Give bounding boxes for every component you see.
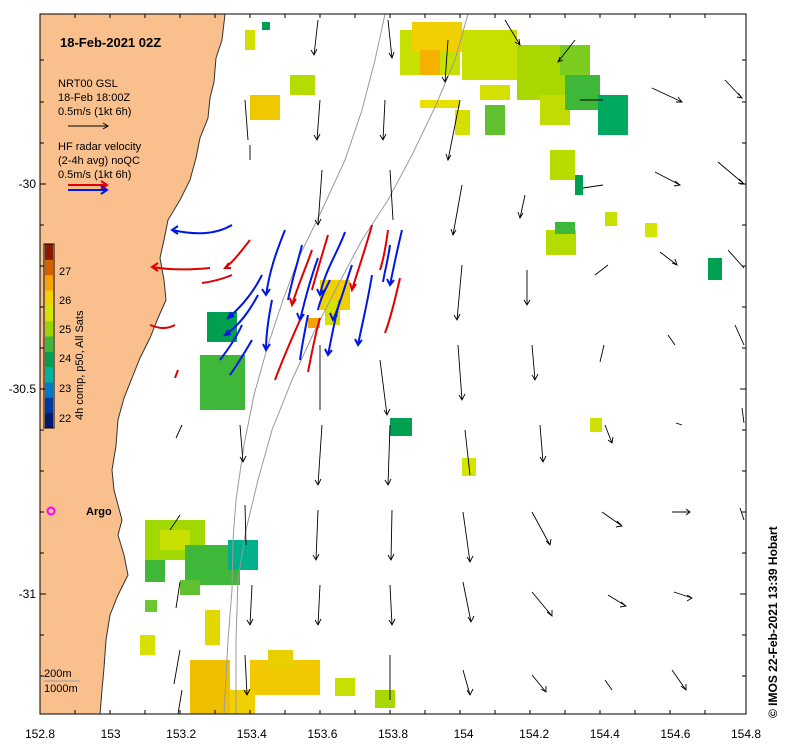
gsl-legend-scale: 0.5m/s (1kt 6h) xyxy=(58,106,131,118)
colorbar-segment xyxy=(45,366,53,383)
plot-frame xyxy=(39,13,747,715)
hf-radar-vectors xyxy=(149,224,403,381)
colorbar-tick-label: 23 xyxy=(59,383,71,395)
colorbar-segment xyxy=(45,244,53,260)
sst-patches xyxy=(140,22,722,714)
gsl-vectors xyxy=(169,19,746,714)
hf-scale-arrow-blue xyxy=(68,185,109,195)
colorbar-tick-label: 25 xyxy=(59,324,71,336)
y-axis-labels: -30 -30.5 -31 xyxy=(9,177,37,601)
colorbar-segment xyxy=(45,274,53,291)
map-title: 18-Feb-2021 02Z xyxy=(60,35,161,50)
isobaths xyxy=(223,14,469,714)
x-axis-labels: 152.8 153 153.2 153.4 153.6 153.8 154 154.2 154.… xyxy=(25,727,761,741)
hf-legend-avg: (2-4h avg) noQC xyxy=(58,155,140,167)
colorbar-segment xyxy=(45,305,53,322)
x-tick-label: 153.4 xyxy=(237,727,267,741)
y-tick-label: -30.5 xyxy=(9,382,37,396)
frame-ticks xyxy=(40,14,746,714)
x-tick-label: 152.8 xyxy=(25,727,55,741)
colorbar-frame xyxy=(43,243,55,429)
colorbar-tick-label: 22 xyxy=(59,413,71,425)
x-tick-label: 154.8 xyxy=(731,727,761,741)
gsl-legend-title: NRT00 GSL xyxy=(58,78,118,90)
x-tick-label: 154.4 xyxy=(590,727,620,741)
argo-marker xyxy=(46,506,56,516)
argo-label: Argo xyxy=(86,506,112,518)
colorbar-segment xyxy=(45,320,53,337)
gsl-legend-date: 18-Feb 18:00Z xyxy=(58,92,130,104)
gsl-scale-arrow xyxy=(68,122,109,130)
gsl-legend: NRT00 GSL 18-Feb 18:00Z 0.5m/s (1kt 6h) xyxy=(58,78,131,130)
isobath-label-1000m: 1000m xyxy=(44,683,78,695)
colorbar-segment xyxy=(45,412,53,429)
credit-text: © IMOS 22-Feb-2021 13:39 Hobart xyxy=(766,526,780,718)
x-tick-label: 153.2 xyxy=(166,727,196,741)
colorbar-segment xyxy=(45,290,53,306)
y-tick-label: -31 xyxy=(19,587,37,601)
x-tick-label: 153 xyxy=(101,727,121,741)
x-tick-label: 153.6 xyxy=(307,727,337,741)
colorbar-tick-label: 27 xyxy=(59,266,71,278)
colorbar-segment xyxy=(45,259,53,276)
hf-legend: HF radar velocity (2-4h avg) noQC 0.5m/s… xyxy=(58,141,142,195)
x-tick-label: 154.2 xyxy=(519,727,549,741)
x-tick-label: 153.8 xyxy=(378,727,408,741)
colorbar-segment xyxy=(45,382,53,398)
hf-legend-title: HF radar velocity xyxy=(58,141,142,153)
isobath-label-200m: 200m xyxy=(44,668,72,680)
x-tick-label: 154 xyxy=(454,727,474,741)
y-tick-label: -30 xyxy=(19,177,37,191)
hf-legend-scale: 0.5m/s (1kt 6h) xyxy=(58,169,131,181)
colorbar-segment xyxy=(45,351,53,368)
colorbar-segment xyxy=(45,336,53,352)
colorbar-ticks: 27 26 25 24 23 22 xyxy=(59,266,71,425)
colorbar-label: 4h comp, p50, All Sats xyxy=(74,310,86,420)
sst-colorbar xyxy=(43,243,55,429)
colorbar-segment xyxy=(45,397,53,414)
colorbar-tick-label: 26 xyxy=(59,295,71,307)
colorbar-tick-label: 24 xyxy=(59,353,71,365)
x-tick-label: 154.6 xyxy=(660,727,690,741)
